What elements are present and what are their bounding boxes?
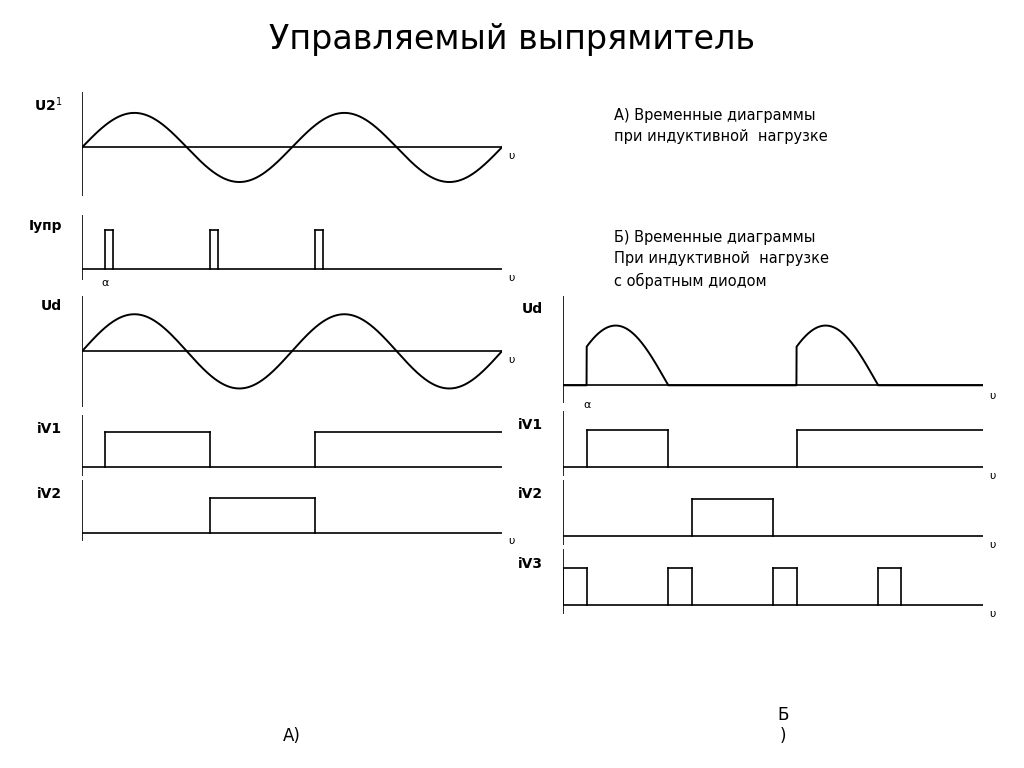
Text: А): А) bbox=[283, 727, 301, 745]
Text: α: α bbox=[583, 400, 590, 410]
Text: Iупр: Iупр bbox=[29, 219, 61, 233]
Text: iV2: iV2 bbox=[518, 488, 543, 502]
Text: υ: υ bbox=[509, 151, 515, 161]
Text: υ: υ bbox=[990, 391, 996, 401]
Text: iV1: iV1 bbox=[518, 419, 543, 432]
Text: υ: υ bbox=[990, 540, 996, 550]
Text: υ: υ bbox=[509, 273, 515, 283]
Text: υ: υ bbox=[509, 536, 515, 546]
Text: Б) Временные диаграммы
При индуктивной  нагрузке
с обратным диодом: Б) Временные диаграммы При индуктивной н… bbox=[614, 230, 829, 289]
Text: Управляемый выпрямитель: Управляемый выпрямитель bbox=[269, 23, 755, 56]
Text: Ud: Ud bbox=[41, 300, 61, 313]
Text: α: α bbox=[101, 279, 109, 289]
Text: υ: υ bbox=[990, 471, 996, 481]
Text: υ: υ bbox=[509, 355, 515, 365]
Text: А) Временные диаграммы
при индуктивной  нагрузке: А) Временные диаграммы при индуктивной н… bbox=[614, 108, 828, 144]
Text: Б
): Б ) bbox=[777, 707, 790, 745]
Text: υ: υ bbox=[990, 609, 996, 619]
Text: iV3: iV3 bbox=[518, 557, 543, 571]
Text: iV1: iV1 bbox=[37, 422, 61, 435]
Text: Ud: Ud bbox=[522, 302, 543, 316]
Text: U2$^1$: U2$^1$ bbox=[34, 96, 61, 114]
Text: iV2: iV2 bbox=[37, 487, 61, 501]
